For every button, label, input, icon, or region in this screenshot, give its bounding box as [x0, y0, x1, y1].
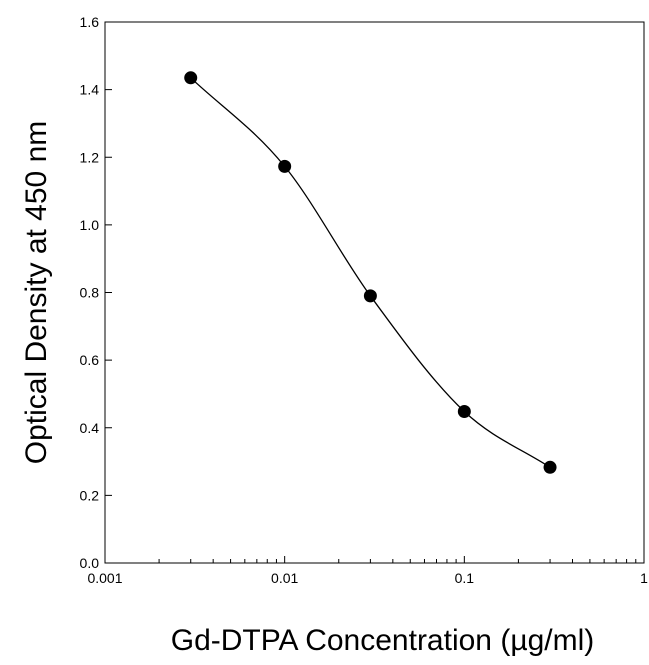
data-point — [278, 159, 292, 173]
x-axis-title: Gd-DTPA Concentration (µg/ml) — [171, 624, 595, 657]
y-axis-title: Optical Density at 450 nm — [20, 121, 53, 465]
plot-area-frame — [104, 21, 645, 564]
y-tick-label: 1.2 — [80, 149, 100, 165]
data-point — [184, 71, 198, 85]
x-axis-ticks: 0.001 0.01 0.1 1 — [87, 556, 648, 586]
y-tick-label: 1.6 — [80, 14, 100, 30]
y-axis-ticks: 0.0 0.2 0.4 0.6 0.8 1.0 1.2 1.4 1.6 — [80, 14, 112, 571]
data-points-layer — [184, 71, 557, 474]
fit-curve-layer — [190, 77, 551, 468]
x-tick-label: 0.001 — [87, 570, 122, 586]
data-point — [543, 460, 557, 474]
x-tick-label: 0.1 — [455, 570, 475, 586]
data-point — [363, 289, 377, 303]
y-tick-label: 0.8 — [80, 285, 100, 301]
y-tick-label: 0.0 — [80, 555, 100, 571]
y-tick-label: 0.2 — [80, 487, 100, 503]
y-tick-label: 0.6 — [80, 352, 100, 368]
x-tick-label: 0.01 — [271, 570, 298, 586]
y-tick-label: 1.0 — [80, 217, 100, 233]
y-tick-label: 0.4 — [80, 420, 100, 436]
data-point — [457, 405, 471, 419]
x-tick-label: 1 — [640, 570, 648, 586]
y-tick-label: 1.4 — [80, 82, 100, 98]
fit-curve — [190, 77, 551, 468]
